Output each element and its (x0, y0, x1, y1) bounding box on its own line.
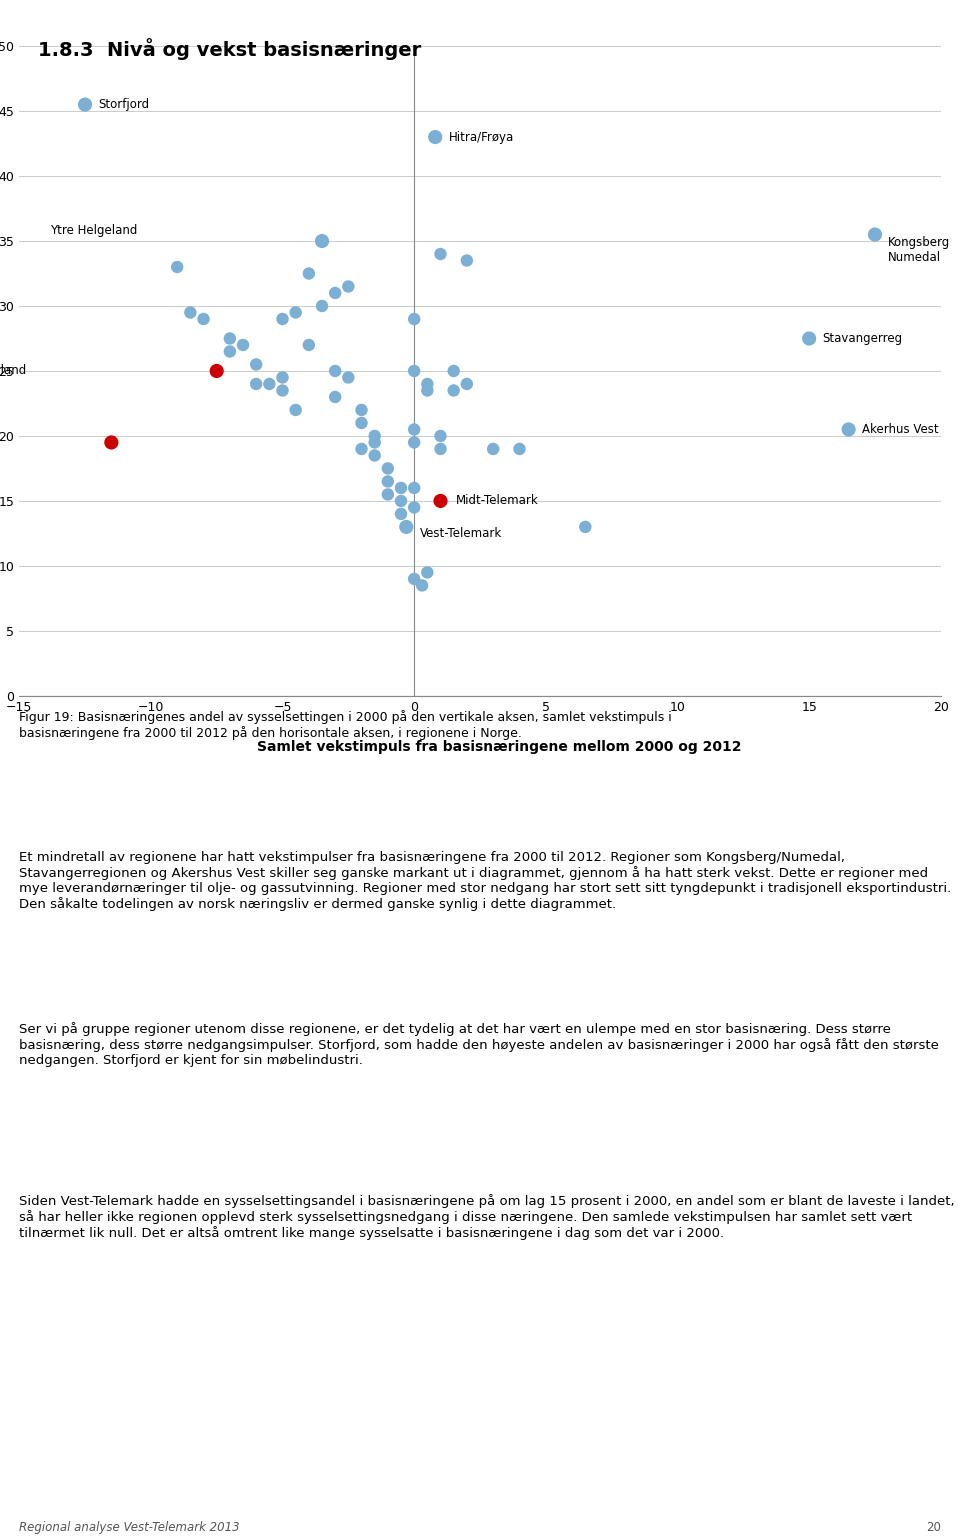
Point (367, 424, 382, 449)
Point (406, 495, 421, 519)
Point (398, 515, 414, 539)
Point (433, 241, 448, 266)
Point (314, 293, 329, 318)
Point (406, 430, 421, 455)
Text: Midt-Telemark: Midt-Telemark (456, 495, 540, 507)
Point (841, 418, 856, 442)
Point (354, 398, 370, 422)
Point (78, 92, 93, 117)
Point (327, 281, 343, 306)
Point (249, 352, 264, 376)
Text: Kongsberg
Numedal: Kongsberg Numedal (888, 237, 950, 264)
Point (182, 300, 198, 324)
Text: Hitra/Frøya: Hitra/Frøya (448, 131, 514, 143)
Point (104, 430, 119, 455)
Point (406, 567, 421, 591)
Point (327, 384, 343, 409)
Point (578, 515, 593, 539)
Point (235, 333, 251, 358)
Point (301, 333, 317, 358)
Text: Vest-Telemark: Vest-Telemark (420, 527, 502, 541)
Point (196, 307, 211, 332)
Point (394, 488, 409, 513)
Point (301, 261, 317, 286)
Point (394, 476, 409, 501)
Point (275, 307, 290, 332)
Point (275, 366, 290, 390)
Point (802, 326, 817, 350)
Point (341, 366, 356, 390)
Point (446, 378, 462, 402)
Text: Storfjord: Storfjord (98, 98, 150, 111)
Point (433, 488, 448, 513)
Point (222, 339, 237, 364)
Point (406, 307, 421, 332)
Point (367, 444, 382, 468)
Text: Ser vi på gruppe regioner utenom disse regionene, er det tydelig at det har vært: Ser vi på gruppe regioner utenom disse r… (19, 1021, 939, 1068)
Point (406, 418, 421, 442)
Text: Figur 19: Basisnæringenes andel av sysselsettingen i 2000 på den vertikale aksen: Figur 19: Basisnæringenes andel av sysse… (19, 710, 672, 740)
Point (427, 124, 443, 149)
Point (262, 372, 277, 396)
Point (406, 359, 421, 384)
Point (380, 482, 396, 507)
Point (275, 378, 290, 402)
Point (354, 410, 370, 435)
Text: Et mindretall av regionene har hatt vekstimpulser fra basisnæringene fra 2000 ti: Et mindretall av regionene har hatt veks… (19, 851, 951, 911)
Point (288, 300, 303, 324)
Text: 20: 20 (926, 1521, 941, 1534)
Point (209, 359, 225, 384)
Point (415, 573, 430, 598)
Point (327, 359, 343, 384)
Point (420, 372, 435, 396)
Point (170, 255, 185, 280)
Point (380, 468, 396, 493)
Text: Stavangerreg: Stavangerreg (823, 332, 902, 346)
Point (314, 229, 329, 253)
Point (354, 436, 370, 461)
Point (406, 476, 421, 501)
Point (341, 275, 356, 300)
Point (367, 430, 382, 455)
Point (486, 436, 501, 461)
Point (459, 249, 474, 273)
Point (512, 436, 527, 461)
Point (459, 372, 474, 396)
Text: Grenland: Grenland (0, 364, 27, 378)
Point (420, 378, 435, 402)
Text: Akerhus Vest: Akerhus Vest (862, 422, 939, 436)
Text: Siden Vest-Telemark hadde en sysselsettingsandel i basisnæringene på om lag 15 p: Siden Vest-Telemark hadde en sysselsetti… (19, 1193, 955, 1240)
Point (420, 561, 435, 585)
Point (433, 436, 448, 461)
Text: Samlet vekstimpuls fra basisnæringene mellom 2000 og 2012: Samlet vekstimpuls fra basisnæringene me… (257, 740, 741, 754)
Point (394, 502, 409, 527)
Text: Ytre Helgeland: Ytre Helgeland (50, 224, 137, 237)
Point (380, 456, 396, 481)
Point (446, 359, 462, 384)
Point (433, 424, 448, 449)
Text: 1.8.3  Nivå og vekst basisnæringer: 1.8.3 Nivå og vekst basisnæringer (38, 38, 421, 60)
Point (867, 223, 882, 247)
Point (222, 326, 237, 350)
Text: Regional analyse Vest-Telemark 2013: Regional analyse Vest-Telemark 2013 (19, 1521, 240, 1534)
Point (249, 372, 264, 396)
Point (288, 398, 303, 422)
